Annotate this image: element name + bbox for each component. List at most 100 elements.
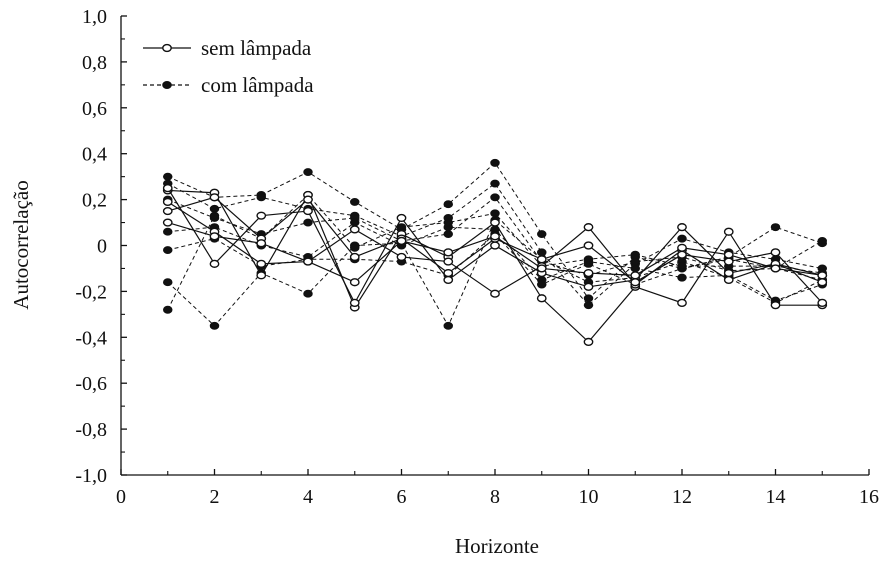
data-point	[349, 197, 360, 206]
data-point	[443, 230, 453, 238]
data-point	[349, 225, 360, 234]
data-point	[536, 264, 547, 273]
data-point	[723, 227, 734, 236]
data-point	[162, 184, 173, 193]
y-tick-label: -1,0	[75, 465, 107, 487]
data-point	[209, 232, 220, 241]
data-point	[443, 218, 453, 227]
data-point	[583, 241, 594, 250]
data-point	[583, 255, 594, 264]
plot-area: -1,0 -0,8 -0,6 -0,4 -0,2 0 0,2 0,4 0,6 0,8 1,0 0 2 4…	[75, 6, 879, 508]
data-point	[443, 268, 454, 278]
y-tick-label: 0,6	[82, 98, 107, 120]
data-point	[256, 259, 267, 268]
y-axis-ticks: -1,0 -0,8 -0,6 -0,4 -0,2 0 0,2 0,4 0,6 0,8 1,0	[75, 6, 127, 487]
data-point	[162, 218, 173, 227]
x-tick-label: 14	[766, 486, 786, 508]
data-point	[209, 259, 220, 268]
data-point	[163, 172, 173, 181]
data-point	[163, 227, 173, 236]
data-point	[583, 268, 594, 278]
data-point	[349, 243, 360, 252]
x-axis-ticks: 0 2 4 6 8 10 12 14 16	[116, 469, 879, 508]
y-tick-label: 0,2	[82, 190, 107, 212]
data-point	[209, 321, 220, 330]
y-tick-label: 0,8	[82, 52, 107, 74]
data-point	[396, 213, 407, 223]
data-point	[209, 211, 220, 220]
data-point	[583, 223, 594, 232]
data-point	[162, 197, 173, 206]
data-point	[817, 298, 828, 307]
legend-label-sem-lampada: sem lâmpada	[201, 36, 312, 60]
data-point	[490, 158, 500, 167]
data-point	[303, 218, 313, 227]
data-point	[723, 250, 734, 259]
data-point	[443, 200, 453, 209]
data-point	[303, 206, 313, 216]
data-point	[303, 289, 313, 298]
data-point	[677, 250, 687, 259]
data-point	[677, 223, 687, 232]
y-tick-label: 0,4	[82, 144, 107, 166]
data-point	[770, 248, 781, 257]
data-point	[209, 204, 220, 213]
data-point	[630, 271, 641, 280]
data-point	[583, 301, 594, 310]
data-point	[256, 193, 266, 202]
data-point	[349, 252, 360, 262]
data-point	[817, 278, 828, 287]
legend-item-sem-lampada: sem lâmpada	[143, 36, 312, 60]
data-point	[443, 321, 453, 330]
data-point	[770, 264, 781, 273]
data-point	[490, 218, 500, 227]
data-point	[163, 305, 173, 314]
x-tick-label: 2	[210, 486, 220, 508]
data-point	[349, 218, 360, 227]
x-tick-label: 6	[397, 486, 407, 508]
data-point	[256, 271, 267, 280]
y-tick-label: -0,2	[75, 281, 107, 303]
data-point	[677, 298, 687, 307]
data-point	[349, 298, 360, 307]
data-point	[677, 273, 687, 282]
y-tick-label: 1,0	[82, 6, 107, 28]
data-point	[770, 223, 781, 232]
legend-label-com-lampada: com lâmpada	[201, 73, 314, 97]
data-point	[209, 193, 220, 202]
series-line	[167, 219, 823, 327]
data-point	[443, 248, 454, 257]
data-point	[536, 248, 547, 257]
data-point	[536, 294, 547, 303]
data-point	[630, 250, 640, 259]
legend: sem lâmpada com lâmpada	[143, 36, 314, 97]
x-tick-label: 4	[303, 486, 313, 508]
data-point	[490, 232, 500, 241]
data-point	[723, 268, 734, 278]
data-point	[770, 301, 781, 310]
data-point	[303, 195, 313, 204]
data-point	[490, 289, 500, 298]
data-point	[630, 257, 640, 266]
y-tick-label: -0,4	[75, 327, 107, 349]
x-tick-label: 10	[579, 486, 599, 508]
data-point	[630, 278, 641, 287]
data-point	[490, 179, 500, 188]
x-tick-label: 0	[116, 486, 126, 508]
data-point	[490, 193, 500, 202]
y-axis-title: Autocorrelação	[9, 180, 33, 309]
legend-marker-com-lampada	[162, 80, 172, 89]
y-tick-label: 0	[97, 236, 107, 258]
data-point	[536, 255, 547, 264]
data-point	[163, 246, 173, 255]
x-axis-title: Horizonte	[455, 534, 539, 558]
y-tick-label: -0,6	[75, 373, 107, 395]
data-point	[256, 239, 267, 248]
data-point	[630, 264, 640, 273]
data-point	[536, 230, 547, 238]
data-point	[490, 241, 500, 250]
data-point	[677, 262, 687, 271]
data-point	[303, 168, 313, 177]
data-point	[536, 280, 547, 289]
